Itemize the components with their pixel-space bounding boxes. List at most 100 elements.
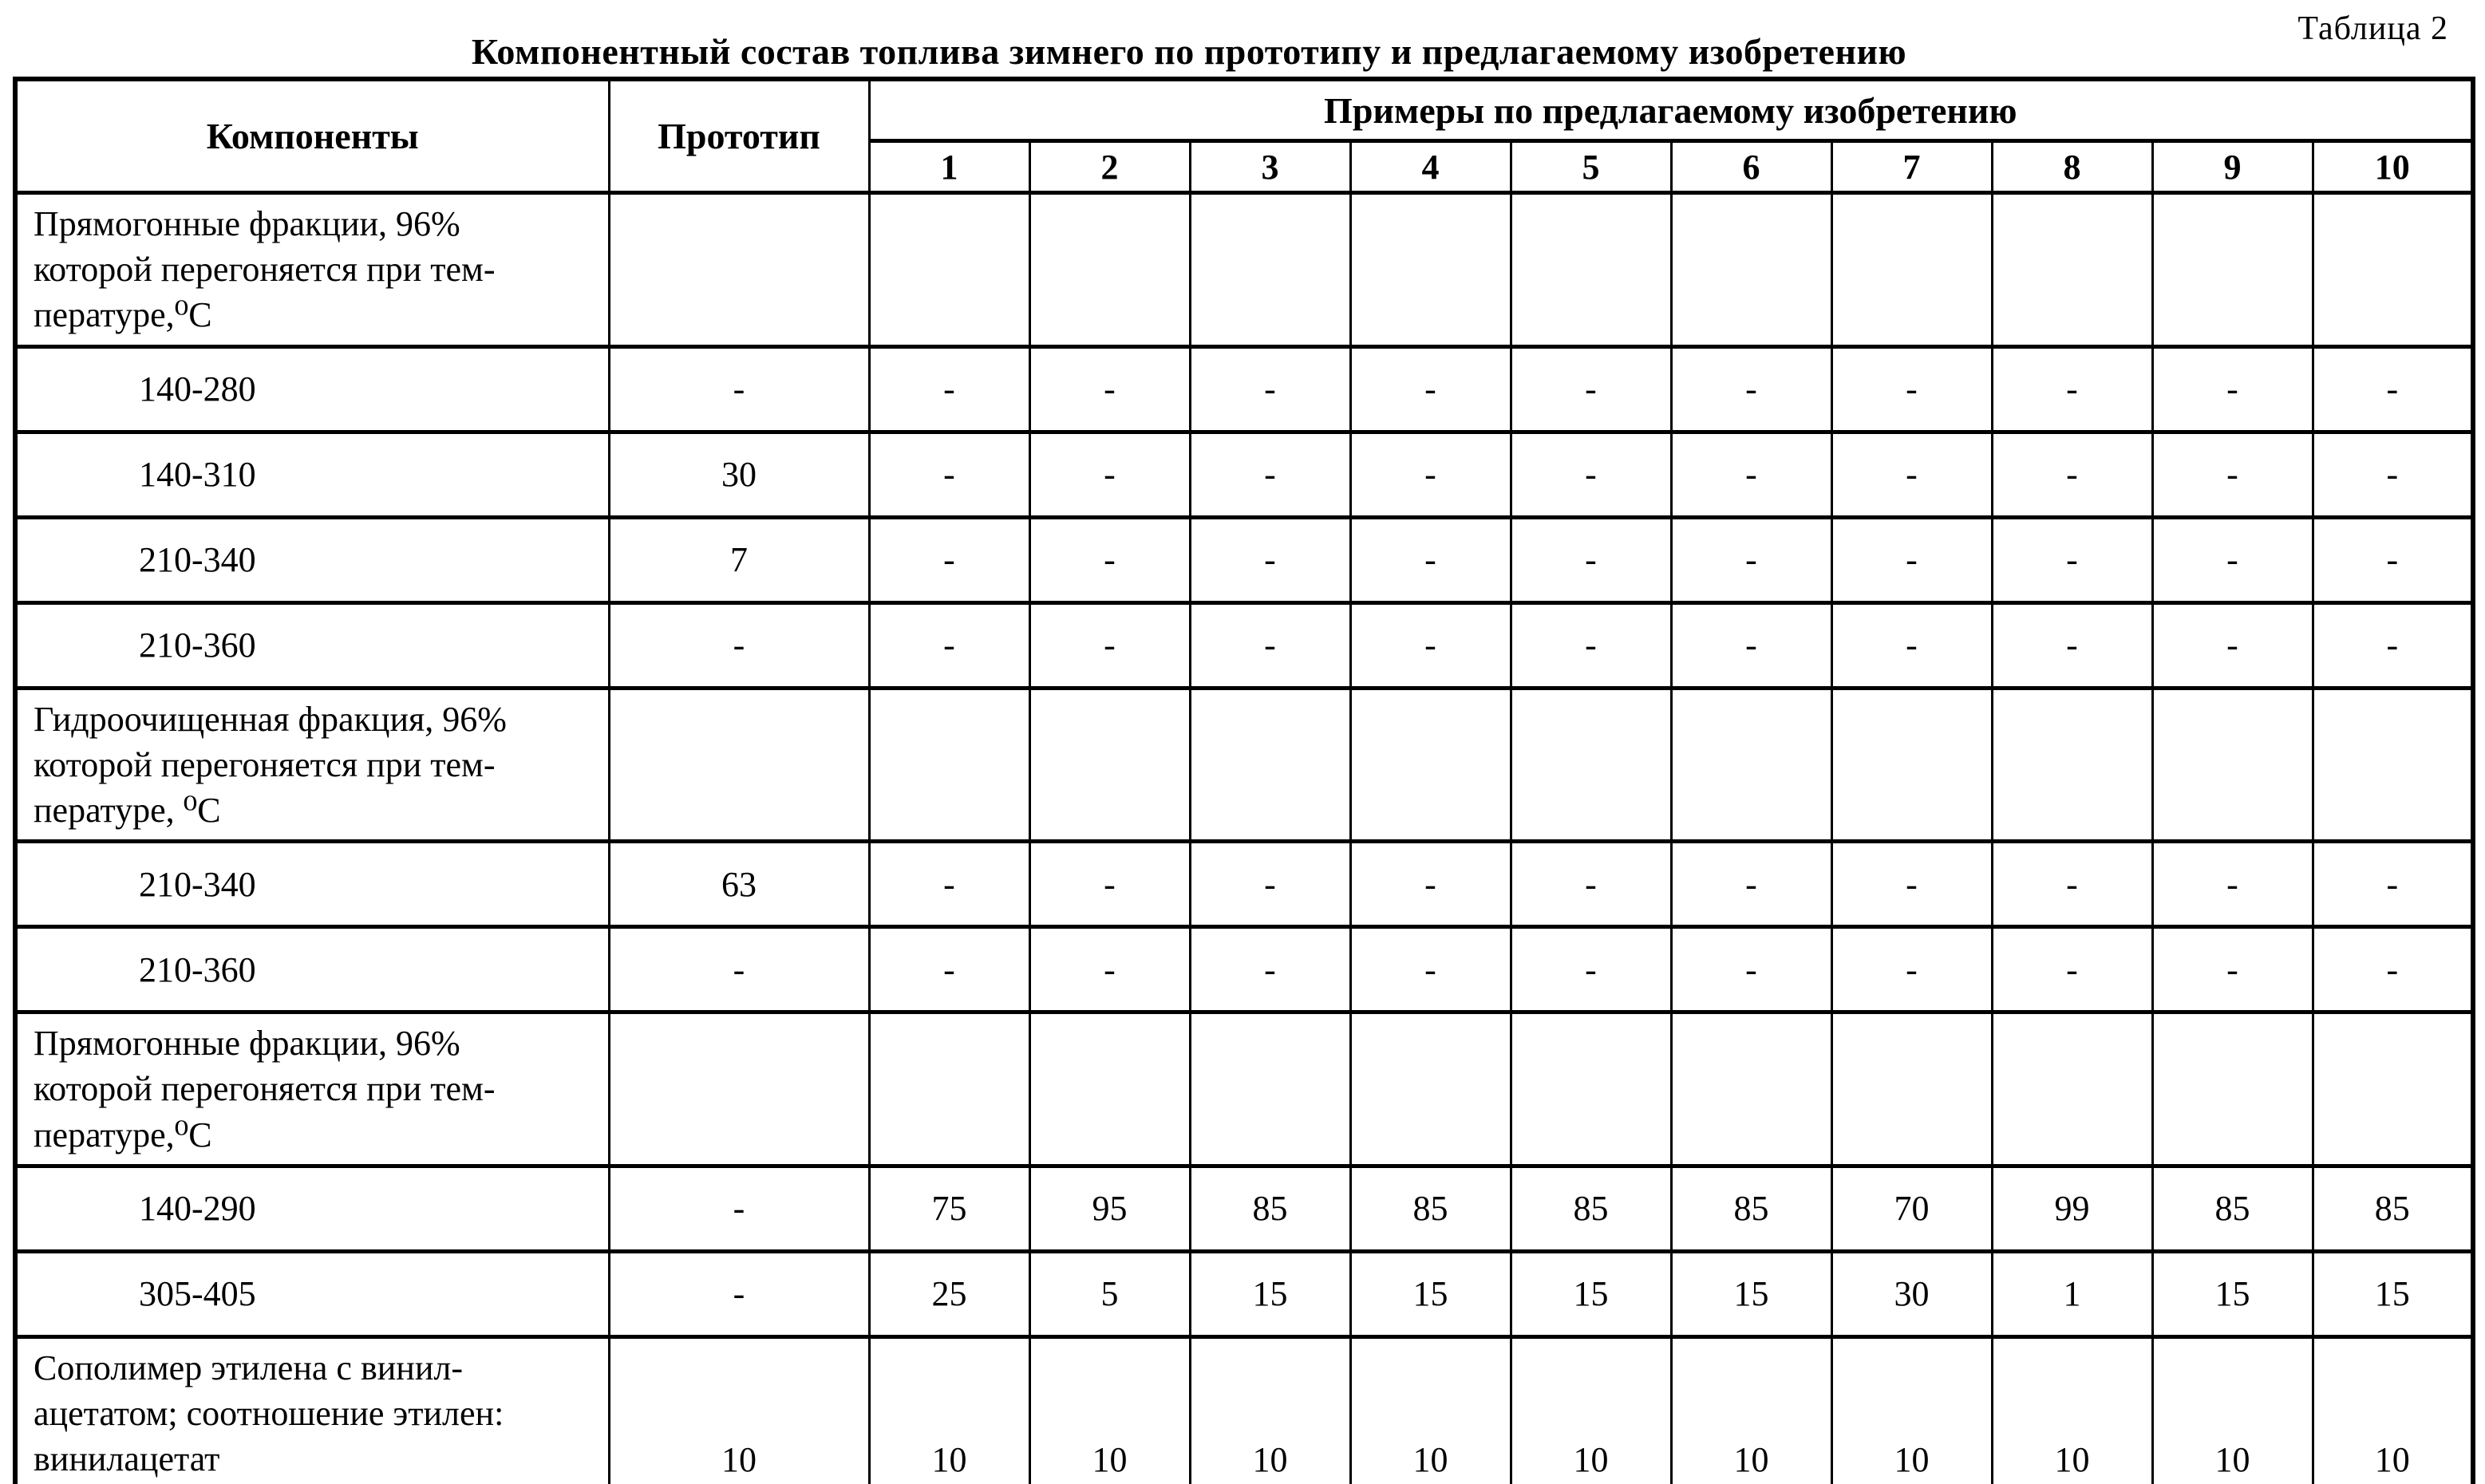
example-value: - — [1349, 925, 1512, 1015]
example-value — [1990, 1010, 2154, 1168]
example-value: - — [1830, 429, 1993, 519]
example-value: 15 — [1669, 1249, 1833, 1339]
row-label: 140-280 — [14, 344, 610, 434]
example-value: - — [1990, 925, 2154, 1015]
row-label: 140-310 — [14, 429, 610, 519]
example-value: - — [1990, 429, 2154, 519]
example-value — [1188, 685, 1352, 844]
example-value: - — [1028, 839, 1191, 929]
prototype-value — [607, 191, 871, 349]
example-value: - — [867, 515, 1031, 605]
example-value: - — [867, 839, 1031, 929]
example-value — [2311, 685, 2475, 844]
example-value: 75 — [867, 1163, 1031, 1253]
prototype-value: 63 — [607, 839, 871, 929]
example-value: 15 — [2151, 1249, 2314, 1339]
example-number-header: 1 — [867, 139, 1031, 195]
example-value: 15 — [1349, 1249, 1512, 1339]
example-value — [1830, 685, 1993, 844]
example-value: - — [867, 344, 1031, 434]
prototype-value: - — [607, 1249, 871, 1339]
example-value: 10 — [2311, 1334, 2475, 1484]
example-number-header: 6 — [1669, 139, 1833, 195]
row-label: Прямогонные фракции, 96% которой перегон… — [14, 191, 610, 349]
example-value: - — [1509, 600, 1673, 690]
prototype-value — [607, 1010, 871, 1168]
example-value — [1349, 1010, 1512, 1168]
example-value: 10 — [1990, 1334, 2154, 1484]
example-value: 85 — [2151, 1163, 2314, 1253]
example-value: - — [1349, 600, 1512, 690]
example-number-header: 4 — [1349, 139, 1512, 195]
example-value: - — [1509, 429, 1673, 519]
table-caption: Таблица 2 — [2297, 10, 2448, 47]
example-value: 15 — [1188, 1249, 1352, 1339]
header-row-example-numbers: 1 2 3 4 5 6 7 8 9 10 — [15, 139, 2475, 195]
table-row: 210-360- - - - - - - - - - - — [14, 600, 2475, 690]
prototype-value: - — [607, 925, 871, 1015]
table-row: 210-360- - - - - - - - - - - — [14, 925, 2475, 1015]
example-value: 10 — [1669, 1334, 1833, 1484]
example-value — [1188, 191, 1352, 349]
row-label: 210-360 — [14, 925, 610, 1015]
example-value: - — [2151, 344, 2314, 434]
table-row: 140-290-75 95 85 85 85 85 70 99 85 85 — [14, 1163, 2475, 1253]
example-value: 85 — [1188, 1163, 1352, 1253]
example-value: - — [1509, 839, 1673, 929]
example-value: - — [1349, 429, 1512, 519]
example-value: 10 — [867, 1334, 1031, 1484]
example-value: 85 — [1509, 1163, 1673, 1253]
table-row: Гидроочищенная фракция, 96% которой пере… — [14, 685, 2475, 844]
example-value: 85 — [1349, 1163, 1512, 1253]
example-value: - — [1830, 344, 1993, 434]
example-value: - — [2151, 925, 2314, 1015]
example-value — [1669, 191, 1833, 349]
example-value — [1509, 1010, 1673, 1168]
example-value: - — [1349, 344, 1512, 434]
example-value: 10 — [1188, 1334, 1352, 1484]
example-value: - — [1188, 925, 1352, 1015]
examples-group-header: Примеры по предлагаемому изобретению — [867, 77, 2475, 143]
row-label: 210-340 — [14, 839, 610, 929]
example-value: - — [1349, 839, 1512, 929]
example-value — [867, 191, 1031, 349]
table-row: Сополимер этилена с винил- ацетатом; соо… — [14, 1334, 2475, 1484]
example-value: - — [2311, 600, 2475, 690]
example-value: - — [2311, 515, 2475, 605]
example-value: 1 — [1990, 1249, 2154, 1339]
example-number-header: 10 — [2311, 139, 2475, 195]
row-label: 140-290 — [14, 1163, 610, 1253]
example-value — [2151, 1010, 2314, 1168]
example-value — [1990, 685, 2154, 844]
row-label: 210-340 — [14, 515, 610, 605]
example-value: 30 — [1830, 1249, 1993, 1339]
example-value — [1349, 191, 1512, 349]
example-value: - — [1669, 515, 1833, 605]
example-value: - — [1990, 515, 2154, 605]
example-value: 85 — [1669, 1163, 1833, 1253]
example-value: - — [2151, 600, 2314, 690]
table-body: Прямогонные фракции, 96% которой перегон… — [14, 191, 2475, 1484]
table-row: 140-280- - - - - - - - - - - — [14, 344, 2475, 434]
example-value — [2311, 1010, 2475, 1168]
example-value — [1830, 191, 1993, 349]
example-value: 15 — [2311, 1249, 2475, 1339]
example-value — [1188, 1010, 1352, 1168]
example-value: - — [1188, 515, 1352, 605]
example-value — [1509, 191, 1673, 349]
example-value: 70 — [1830, 1163, 1993, 1253]
table-row: Прямогонные фракции, 96% которой перегон… — [14, 191, 2475, 349]
row-label: Сополимер этилена с винил- ацетатом; соо… — [14, 1334, 610, 1484]
example-value: 10 — [1830, 1334, 1993, 1484]
example-value: - — [1188, 600, 1352, 690]
example-value: - — [2151, 839, 2314, 929]
table-row: 140-310 30- - - - - - - - - - — [14, 429, 2475, 519]
prototype-value: 30 — [607, 429, 871, 519]
page-title: Компонентный состав топлива зимнего по п… — [471, 31, 1907, 72]
example-value: - — [867, 600, 1031, 690]
example-value: - — [1028, 344, 1191, 434]
prototype-value: - — [607, 600, 871, 690]
example-value: - — [867, 925, 1031, 1015]
example-number-header: 3 — [1188, 139, 1352, 195]
example-number-header: 9 — [2151, 139, 2314, 195]
